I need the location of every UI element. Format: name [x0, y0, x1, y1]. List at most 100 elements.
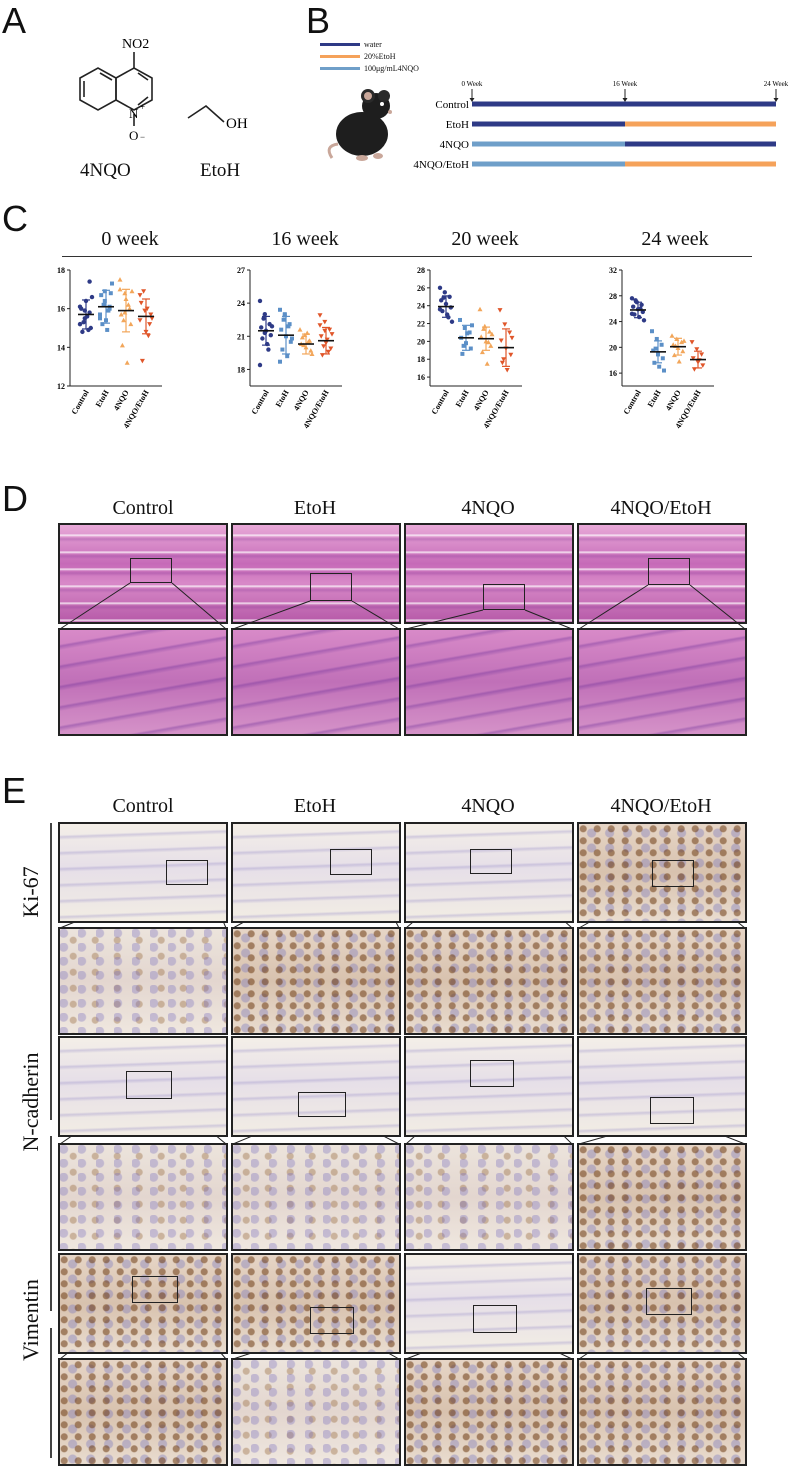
data-point	[145, 333, 151, 339]
vim-etoh-low	[231, 1253, 401, 1354]
he-4nqo-etoh-high	[577, 628, 747, 736]
data-point	[322, 319, 328, 325]
data-point	[501, 357, 507, 362]
e-col-control: Control	[112, 795, 174, 817]
timeline-group-label: Control	[435, 99, 469, 111]
panel-letter-b: B	[306, 0, 331, 41]
data-point	[317, 313, 323, 318]
data-point	[286, 324, 291, 329]
y-tick-label: 16	[417, 373, 425, 382]
ki67-etoh-low	[231, 822, 401, 923]
legend-label-water: water	[364, 39, 382, 49]
vim-4nqo-zoom-box	[473, 1305, 517, 1333]
legend-label-etoh: 20%EtoH	[364, 51, 396, 61]
x-tick-label: EtoH	[454, 388, 471, 409]
data-point	[679, 339, 685, 345]
data-point	[497, 308, 503, 313]
legend-label-4nqo: 100μg/mL4NQO	[364, 63, 419, 73]
y-tick-label: 20	[609, 343, 617, 352]
no2-label: NO2	[122, 37, 149, 52]
data-point	[458, 317, 462, 322]
he-4nqo-high	[404, 628, 574, 736]
d-col-etoh: EtoH	[293, 497, 337, 519]
data-point	[640, 309, 645, 315]
panel-letter-c: C	[2, 198, 28, 239]
vim-4nqo-etoh-low	[577, 1253, 747, 1354]
ncad-4nqo-zoom-box	[470, 1060, 514, 1087]
data-point	[681, 338, 687, 343]
data-point	[110, 281, 114, 286]
timepoint-arrowhead	[622, 98, 628, 102]
data-point	[297, 327, 303, 332]
x-tick-label: 4NQO	[292, 389, 311, 413]
data-point	[699, 352, 705, 357]
x-tick-label: EtoH	[646, 388, 663, 409]
ncad-control-high	[58, 1143, 228, 1251]
data-point	[477, 306, 483, 312]
data-point	[689, 340, 695, 345]
data-point	[149, 316, 155, 321]
data-point	[690, 356, 696, 361]
data-point	[659, 342, 664, 347]
data-point	[287, 322, 292, 327]
chem-label-etoh: EtoH	[200, 160, 241, 181]
data-point	[138, 300, 144, 306]
data-point	[651, 348, 656, 353]
y-tick-label: 16	[57, 305, 65, 314]
data-point	[700, 363, 706, 368]
vim-4nqo-etoh-high	[577, 1358, 747, 1466]
chem-label-4nqo: 4NQO	[80, 160, 131, 181]
y-tick-label: 22	[417, 320, 425, 329]
ki67-etoh-zoom-box	[330, 849, 372, 875]
o-label: O	[129, 128, 138, 143]
data-point	[81, 320, 86, 325]
data-point	[257, 298, 263, 304]
data-point	[121, 317, 127, 323]
data-point	[437, 307, 443, 312]
he-etoh-zoom-box	[310, 573, 352, 601]
n-label: N	[129, 106, 139, 121]
panel-letter-d: D	[2, 478, 28, 519]
data-point	[633, 298, 638, 303]
timeline-group-label: EtoH	[446, 119, 469, 131]
data-point	[99, 293, 104, 298]
data-point	[487, 329, 493, 334]
timeline-group-label: 4NQO/EtoH	[413, 159, 469, 171]
d-col-control: Control	[112, 497, 174, 519]
y-tick-label: 21	[237, 332, 245, 341]
data-point	[465, 331, 470, 336]
vim-control-low	[58, 1253, 228, 1354]
ncad-4nqo-high	[404, 1143, 574, 1251]
data-point	[119, 342, 125, 348]
timeline-legend: water 20%EtoH 100μg/mL4NQO	[320, 38, 419, 74]
x-tick-label: Control	[250, 388, 271, 416]
oh-label: OH	[226, 116, 248, 132]
data-point	[299, 334, 305, 340]
data-point	[481, 326, 487, 331]
ki67-4nqo-low	[404, 822, 574, 923]
x-tick-label: 4NQO	[664, 389, 683, 413]
ncad-4nqo-etoh-high	[577, 1143, 747, 1251]
data-point	[100, 322, 105, 327]
x-tick-label: 4NQO	[112, 389, 131, 413]
data-point	[650, 329, 654, 334]
ncad-etoh-low	[231, 1036, 401, 1137]
data-point	[102, 289, 107, 294]
data-point	[262, 311, 267, 317]
ncad-control-zoom-box	[126, 1071, 172, 1099]
data-point	[654, 336, 659, 341]
legend-swatch-water	[320, 42, 360, 46]
y-tick-label: 24	[237, 299, 245, 308]
data-point	[498, 338, 504, 343]
x-tick-label: Control	[70, 388, 91, 416]
data-point	[269, 324, 275, 329]
data-point	[680, 348, 686, 354]
vim-control-zoom-box	[132, 1276, 178, 1303]
data-point	[489, 331, 495, 337]
data-point	[488, 343, 494, 348]
data-point	[629, 311, 635, 317]
row-label-vimentin: Vimentin	[18, 1279, 43, 1361]
y-tick-label: 18	[417, 355, 425, 364]
ki67-4nqo-etoh-high	[577, 927, 747, 1035]
